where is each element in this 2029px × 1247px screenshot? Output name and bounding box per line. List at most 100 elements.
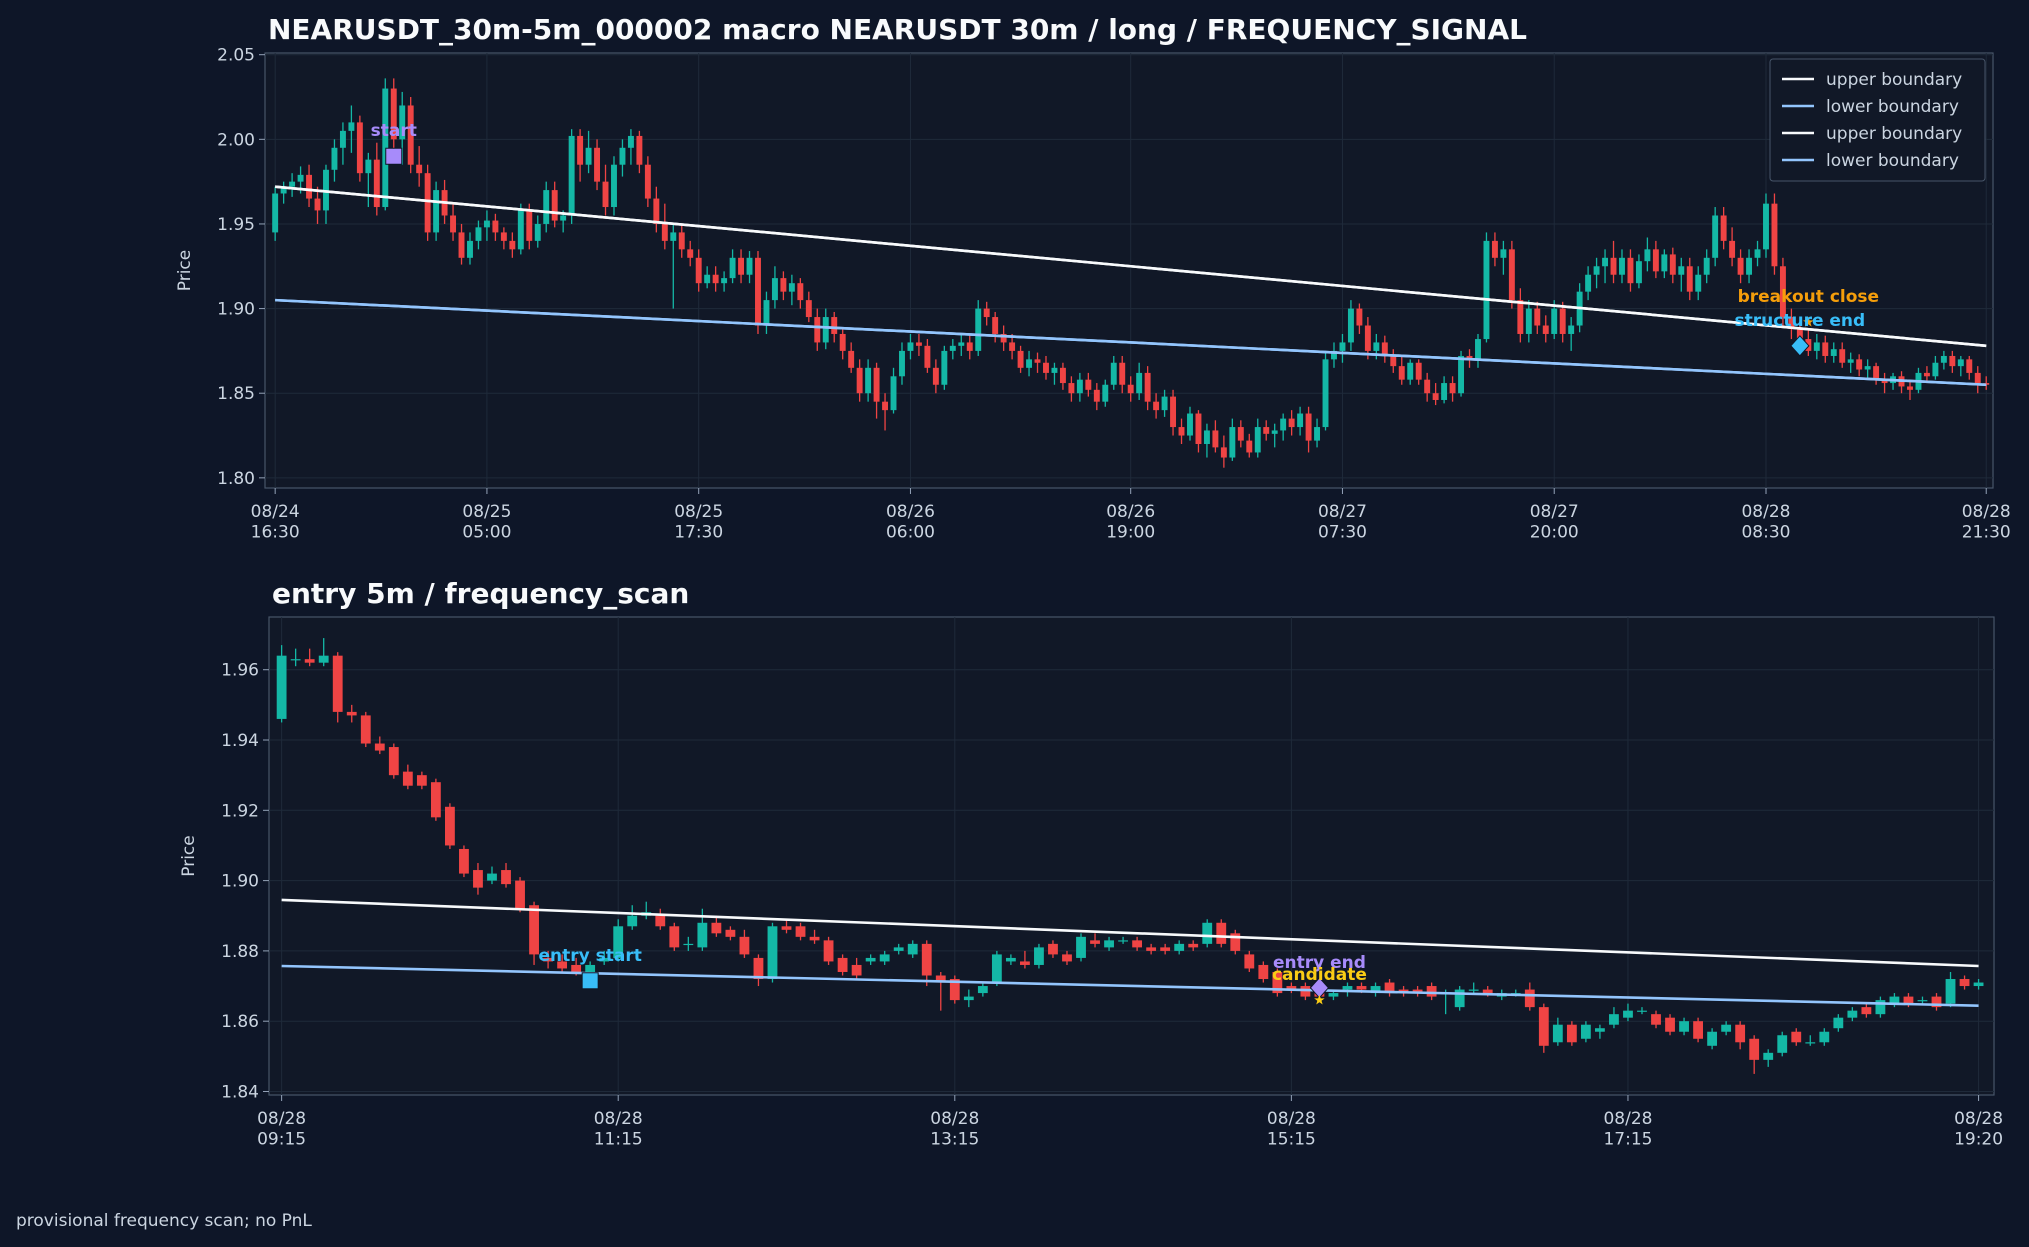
- candle-body: [1931, 996, 1942, 1008]
- y-tick-label: 1.95: [217, 215, 255, 235]
- candle-body: [602, 181, 609, 208]
- candle-body: [1076, 379, 1083, 394]
- y-tick-label: 1.90: [221, 872, 259, 892]
- candle-body: [543, 190, 550, 224]
- candle-body: [1390, 355, 1397, 367]
- candle-body: [966, 342, 973, 351]
- candle-body: [611, 164, 617, 208]
- candle-body: [373, 159, 380, 208]
- candle-body: [1735, 1024, 1746, 1043]
- candle-body: [1449, 383, 1456, 394]
- candle-body: [1907, 386, 1913, 390]
- candle-body: [1500, 249, 1507, 258]
- candle-body: [1364, 325, 1371, 351]
- candle-body: [1651, 1014, 1661, 1025]
- x-tick-label: 08/27 07:30: [1318, 502, 1367, 542]
- candle-body: [669, 926, 680, 948]
- chart-title: entry 5m / frequency_scan: [272, 577, 689, 610]
- candle-body: [983, 308, 990, 318]
- candle-body: [1203, 430, 1210, 444]
- candle-body: [781, 926, 792, 930]
- candle-body: [935, 975, 946, 983]
- candle-body: [1923, 372, 1930, 377]
- candle-body: [1491, 240, 1498, 258]
- legend-label: upper boundary: [1826, 70, 1962, 90]
- candle-body: [407, 105, 414, 165]
- candle-body: [1949, 355, 1956, 367]
- candle-body: [487, 873, 497, 881]
- candle-body: [1635, 261, 1642, 284]
- candle-body: [1216, 922, 1227, 944]
- candle-body: [977, 986, 988, 994]
- candle-body: [433, 190, 440, 233]
- candle-body: [1246, 440, 1253, 453]
- candle-body: [1771, 203, 1778, 267]
- candle-body: [467, 240, 473, 258]
- candle-body: [814, 317, 821, 343]
- candle-body: [1679, 1021, 1689, 1032]
- candle-body: [416, 775, 427, 786]
- candle-body: [992, 317, 999, 334]
- x-tick-label: 08/28 08:30: [1741, 502, 1790, 542]
- candle-body: [848, 350, 855, 368]
- candle-body: [339, 130, 346, 148]
- candle-body: [865, 367, 872, 394]
- candle-body: [483, 220, 490, 228]
- candle-body: [1144, 372, 1151, 402]
- candle-body: [1729, 240, 1736, 258]
- candle-body: [1373, 342, 1380, 351]
- candle-body: [1873, 366, 1880, 380]
- candle-body: [1280, 418, 1287, 431]
- candle-body: [1623, 1010, 1633, 1018]
- y-tick-label: 1.94: [221, 731, 259, 751]
- candle-body: [1415, 362, 1422, 380]
- legend-box: [1769, 58, 1986, 182]
- candle-body: [515, 880, 525, 909]
- candle-body: [1104, 940, 1114, 948]
- y-tick-label: 1.96: [221, 661, 259, 681]
- candle-body: [1763, 203, 1769, 250]
- candle-body: [678, 232, 685, 250]
- marker: [1314, 994, 1325, 1005]
- candle-body: [958, 342, 965, 346]
- candle-body: [1669, 254, 1676, 275]
- y-tick-label: 1.86: [221, 1012, 259, 1032]
- candle-body: [1940, 355, 1947, 363]
- candle-body: [1542, 325, 1549, 334]
- candle-body: [585, 964, 596, 972]
- boundary-line: [275, 185, 1987, 348]
- candle-body: [1864, 366, 1871, 370]
- candle-body: [534, 223, 541, 241]
- candle-body: [1195, 413, 1202, 444]
- candle-body: [1085, 379, 1092, 390]
- x-tick-label: 08/28 09:15: [257, 1109, 306, 1149]
- footer-note: provisional frequency scan; no PnL: [16, 1211, 312, 1231]
- candle-body: [1059, 367, 1066, 384]
- candle-body: [1796, 328, 1803, 340]
- candle-body: [1286, 986, 1297, 990]
- candle-body: [1974, 372, 1981, 384]
- marker-label: breakout close: [1738, 287, 1879, 307]
- candle-body: [712, 274, 719, 284]
- candle-body: [1580, 1024, 1591, 1039]
- y-tick-label: 2.00: [217, 130, 255, 150]
- candle-body: [1297, 413, 1304, 428]
- x-tick-label: 08/27 20:00: [1530, 502, 1579, 542]
- y-axis-label: Price: [179, 835, 199, 876]
- x-tick-label: 08/26 19:00: [1106, 502, 1155, 542]
- candle-body: [388, 747, 399, 776]
- candle-body: [1957, 359, 1964, 367]
- candle-body: [276, 655, 287, 719]
- candle-body: [991, 954, 1002, 983]
- candle-body: [655, 915, 666, 927]
- y-tick-label: 1.90: [217, 300, 255, 320]
- plot-area: [264, 52, 1994, 489]
- candle-body: [907, 943, 918, 955]
- candle-body: [695, 257, 702, 284]
- candle-body: [763, 300, 770, 326]
- candle-body: [1322, 359, 1329, 428]
- candle-body: [543, 957, 553, 962]
- candle-body: [795, 926, 806, 937]
- candle-body: [459, 848, 469, 874]
